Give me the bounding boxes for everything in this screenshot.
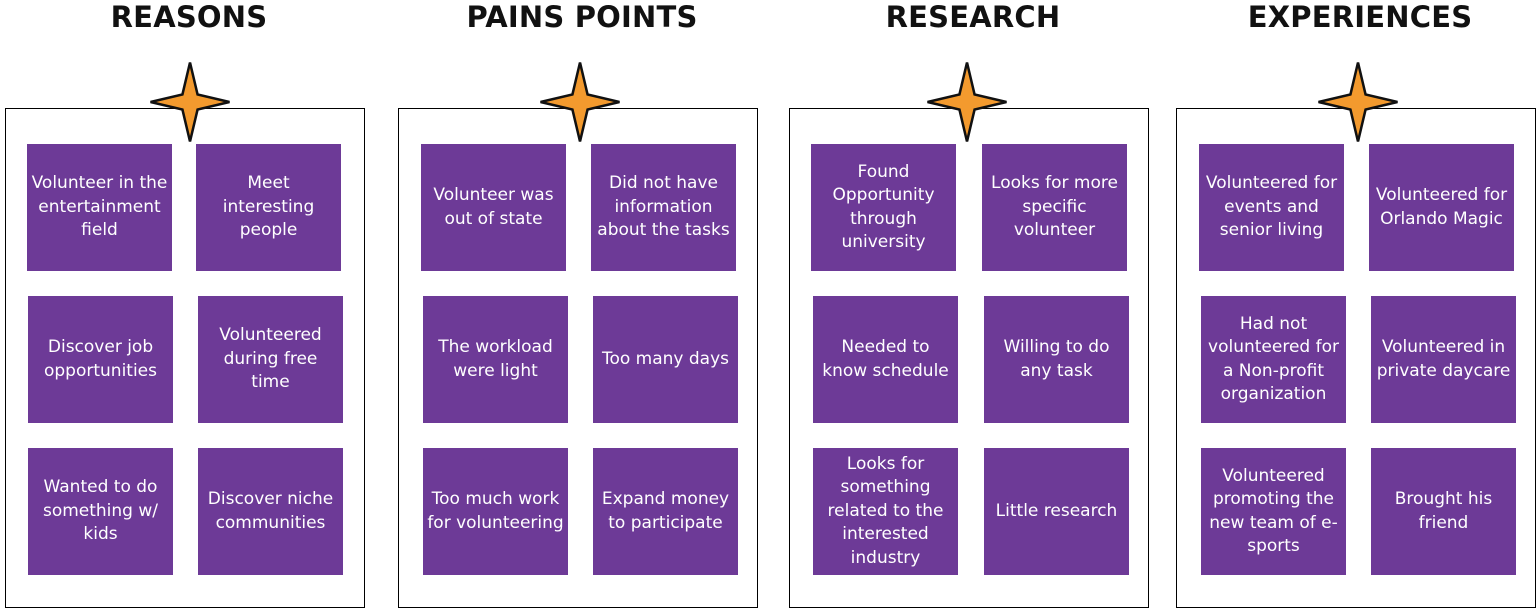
note-text: Brought his friend	[1394, 489, 1493, 533]
note-text: Volunteer in the entertainment field	[31, 173, 168, 241]
note-text: Looks for more specific volunteer	[991, 173, 1118, 241]
note-text: Discover job opportunities	[43, 337, 157, 381]
sticky-note[interactable]: Expand money to participate	[593, 448, 738, 575]
sticky-note[interactable]: Wanted to do something w/ kids	[28, 448, 173, 575]
sticky-note[interactable]: Little research	[984, 448, 1129, 575]
sticky-note[interactable]: Willing to do any task	[984, 296, 1129, 423]
note-text: Found Opportunity through university	[832, 161, 935, 253]
sticky-note[interactable]: Brought his friend	[1371, 448, 1516, 575]
note-text: Volunteered in private daycare	[1376, 337, 1511, 381]
column-box: Volunteer was out of state Did not have …	[398, 108, 758, 608]
sticky-note[interactable]: Looks for more specific volunteer	[982, 144, 1127, 271]
sticky-note[interactable]: Discover niche communities	[198, 448, 343, 575]
column-box: Volunteered for events and senior living…	[1176, 108, 1536, 608]
column-pain-points: PAINS POINTS Volunteer was out of state …	[398, 0, 766, 612]
column-title: EXPERIENCES	[1247, 0, 1473, 34]
column-research: RESEARCH Found Opportunity through unive…	[789, 0, 1157, 612]
note-text: Willing to do any task	[1003, 337, 1110, 381]
sticky-note[interactable]: Volunteered for Orlando Magic	[1369, 144, 1514, 271]
note-text: Expand money to participate	[601, 489, 730, 533]
sticky-note[interactable]: Volunteered promoting the new team of e-…	[1201, 448, 1346, 575]
note-text: Volunteer was out of state	[433, 185, 554, 229]
note-text: Volunteered during free time	[219, 325, 322, 393]
sticky-note[interactable]: Did not have information about the tasks	[591, 144, 736, 271]
sticky-note[interactable]: Volunteered for events and senior living	[1199, 144, 1344, 271]
sticky-note[interactable]: Found Opportunity through university	[811, 144, 956, 271]
note-text: Looks for something related to the inter…	[827, 453, 944, 568]
star-icon	[925, 60, 1009, 144]
note-text: Too many days	[601, 348, 730, 369]
sticky-note[interactable]: Too much work for volunteering	[423, 448, 568, 575]
sticky-note[interactable]: Discover job opportunities	[28, 296, 173, 423]
star-icon	[148, 60, 232, 144]
sticky-note[interactable]: Volunteered during free time	[198, 296, 343, 423]
note-text: Discover niche communities	[207, 489, 334, 533]
sticky-note[interactable]: Volunteer in the entertainment field	[27, 144, 172, 271]
star-icon	[538, 60, 622, 144]
note-text: Needed to know schedule	[822, 337, 949, 381]
sticky-note[interactable]: Had not volunteered for a Non-profit org…	[1201, 296, 1346, 423]
column-title: RESEARCH	[885, 0, 1061, 34]
note-text: Little research	[995, 500, 1118, 521]
note-text: The workload were light	[438, 337, 553, 381]
note-text: Volunteered for events and senior living	[1205, 173, 1338, 241]
note-text: Meet interesting people	[222, 173, 315, 241]
sticky-note[interactable]: Needed to know schedule	[813, 296, 958, 423]
column-experiences: EXPERIENCES Volunteered for events and s…	[1176, 0, 1540, 612]
sticky-note[interactable]: Meet interesting people	[196, 144, 341, 271]
sticky-note[interactable]: Volunteered in private daycare	[1371, 296, 1516, 423]
note-text: Had not volunteered for a Non-profit org…	[1208, 313, 1339, 405]
column-title: PAINS POINTS	[466, 0, 698, 34]
note-text: Too much work for volunteering	[427, 489, 564, 533]
note-text: Wanted to do something w/ kids	[42, 477, 159, 545]
note-text: Did not have information about the tasks	[597, 173, 730, 241]
sticky-note[interactable]: Looks for something related to the inter…	[813, 448, 958, 575]
column-reasons: REASONS Volunteer in the entertainment f…	[5, 0, 373, 612]
note-text: Volunteered promoting the new team of e-…	[1209, 465, 1338, 557]
sticky-note[interactable]: The workload were light	[423, 296, 568, 423]
star-icon	[1316, 60, 1400, 144]
sticky-note[interactable]: Volunteer was out of state	[421, 144, 566, 271]
column-box: Found Opportunity through university Loo…	[789, 108, 1149, 608]
column-box: Volunteer in the entertainment field Mee…	[5, 108, 365, 608]
note-text: Volunteered for Orlando Magic	[1375, 185, 1508, 229]
column-title: REASONS	[110, 0, 268, 34]
sticky-note[interactable]: Too many days	[593, 296, 738, 423]
